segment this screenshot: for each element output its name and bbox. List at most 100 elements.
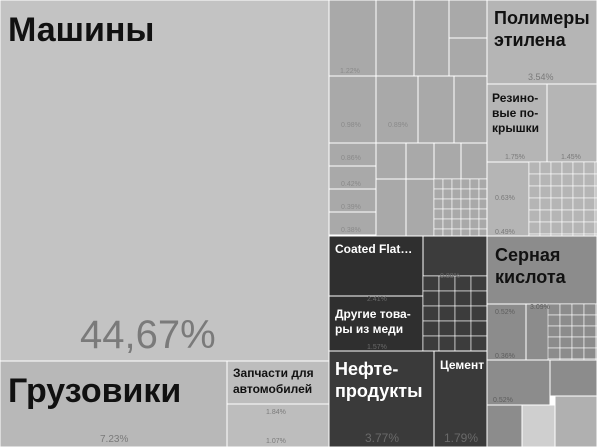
tile-metals-tiny-16 [422,335,440,352]
tile-metals-tiny-10 [454,305,472,322]
tile-sulf-tiny-2 [571,303,585,316]
label-trucks: Грузовики [8,372,181,410]
tile-sulf-tiny-1 [559,303,573,316]
tile-poly-tiny-1 [539,161,552,175]
tile-metals-tiny-4 [422,290,440,307]
tile-gray-tiny-4 [469,178,480,190]
tile-small-063 [486,161,530,237]
percent-063: 0.63% [495,195,515,202]
tile-gray-tiny-18 [433,208,444,220]
percent-sulf-052b: 0.52% [493,397,513,404]
tile-poly-tiny-36 [539,221,552,235]
tile-gray-tiny-1 [442,178,453,190]
tile-gray-f [405,178,435,237]
label-auto-parts: Запчасти для автомобилей [233,366,314,396]
tile-sulf-tiny-25 [547,358,561,361]
tile-sulf-tiny-16 [559,336,573,349]
tile-auto-parts [226,360,330,405]
label-oil-products: Нефте-продукты [335,359,422,401]
percent-gray-13: 0.42% [341,181,361,188]
tile-sulf-tiny-7 [571,314,585,327]
tile-gray-0 [328,0,377,77]
tile-gray-a [375,142,407,180]
percent-copper-goods: 1.57% [367,344,387,351]
tile-gray-7 [417,75,455,144]
tile-gray-tiny-15 [460,198,471,210]
tile-gray-c [433,142,462,180]
tile-metals-tiny-19 [470,335,488,352]
tile-gray-tiny-35 [478,228,488,237]
tile-poly-tiny-10 [561,173,574,187]
tile-poly-tiny-24 [561,197,574,211]
tile-metals-tiny-6 [454,290,472,307]
tile-sulf-lower-d [554,395,597,447]
tile-sulf-tiny-26 [559,358,573,361]
tile-gray-6 [375,75,419,144]
tile-gray-tiny-2 [451,178,462,190]
tile-sulf-tiny-3 [583,303,597,316]
tile-gray-tiny-33 [460,228,471,237]
tile-poly-tiny-39 [572,221,585,235]
tile-gray-e [375,178,407,237]
tile-sulf-tiny-28 [583,358,597,361]
tile-gray-tiny-24 [433,218,444,230]
tile-poly-tiny-26 [583,197,596,211]
tile-metals-tiny-18 [454,335,472,352]
tile-gray-tiny-22 [469,208,480,220]
tile-gray-tiny-26 [451,218,462,230]
tile-light-a [521,404,556,447]
tile-sulf-tiny-22 [571,347,585,360]
tile-gray-tiny-19 [442,208,453,220]
percent-gray-9: 1.22% [340,68,360,75]
tile-tires [486,83,548,163]
tile-sulf-tiny-12 [571,325,585,338]
tile-sulf-tiny-23 [583,347,597,360]
percent-coated-flat: 2.41% [367,296,387,303]
tile-gray-tiny-20 [451,208,462,220]
tile-sulf-tiny-11 [559,325,573,338]
tile-poly-tiny-25 [572,197,585,211]
tile-metals-tiny-8 [422,305,440,322]
tile-trucks [0,360,228,447]
tile-poly-tiny-21 [528,197,541,211]
tile-gray-tiny-28 [469,218,480,230]
tile-cement [433,350,488,447]
tile-metals-tiny-12 [422,320,440,337]
tile-poly-tiny-40 [583,221,596,235]
tile-sulfuric-acid [486,235,597,305]
tile-gray-tiny-30 [433,228,444,237]
tile-gray-tiny-13 [442,198,453,210]
percent-rubber-2: 1.45% [561,154,581,161]
tile-poly-tiny-18 [572,185,585,199]
tile-polymers [486,0,597,85]
tile-rubber-2 [546,83,597,163]
label-coated-flat: Coated Flat… [335,242,412,256]
percent-machines: 44,67% [80,313,216,357]
percent-sulf-036: 0.36% [495,353,515,360]
tile-poly-tiny-9 [550,173,563,187]
tile-poly-tiny-19 [583,185,596,199]
tile-poly-tiny-32 [572,209,585,223]
tile-poly-tiny-0 [528,161,541,175]
tile-sulf-tiny-5 [547,314,561,327]
percent-auto-parts: 1.84% [266,409,286,416]
tile-metals-tiny-5 [438,290,456,307]
tile-gray-tiny-5 [478,178,488,190]
tile-gray-tiny-14 [451,198,462,210]
percent-oil-products: 3.77% [365,431,399,445]
tile-poly-tiny-5 [583,161,596,175]
tile-poly-tiny-23 [550,197,563,211]
tile-poly-tiny-35 [528,221,541,235]
tile-sulf-tiny-27 [571,358,585,361]
tile-gray-tiny-6 [433,188,444,200]
tile-sulf-tiny-8 [583,314,597,327]
tile-sulf-lower-c [486,404,523,447]
tile-gray-tiny-12 [433,198,444,210]
tile-poly-tiny-30 [550,209,563,223]
tile-poly-tiny-15 [539,185,552,199]
tile-sulf-tiny-10 [547,325,561,338]
label-machines: Машины [8,11,154,49]
label-copper-goods: Другие това-ры из меди [335,307,411,336]
percent-tires: 1.75% [505,154,525,161]
